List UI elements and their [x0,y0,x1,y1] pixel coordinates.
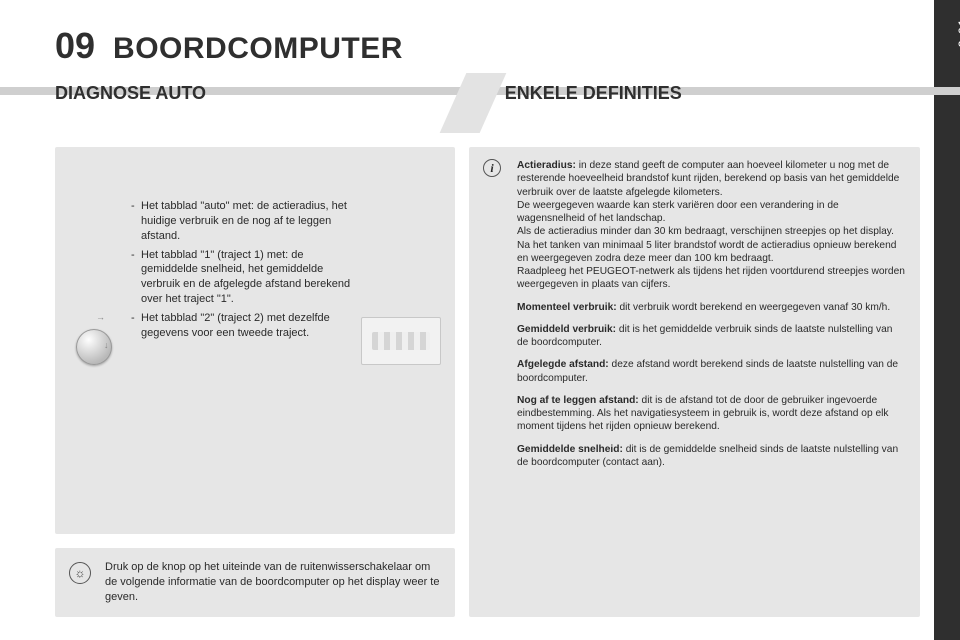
definition-body: De weergegeven waarde kan sterk variëren… [517,200,839,224]
band-divider [440,73,507,133]
definitions-panel: i Actieradius: in deze stand geeft de co… [469,147,920,617]
definition-term: Nog af te leggen afstand: [517,395,639,406]
definition-item: Actieradius: in deze stand geeft de comp… [517,159,906,292]
tab-item: Het tabblad "1" (traject 1) met: de gemi… [129,248,351,307]
manual-page: 9.61 09 BOORDCOMPUTER DIAGNOSE AUTO ENKE… [0,0,960,640]
definition-term: Gemiddeld verbruik: [517,324,616,335]
heading-left: DIAGNOSE AUTO [55,83,206,104]
info-icon: i [483,159,501,177]
tip-panel: ☼ Druk op de knop op het uiteinde van de… [55,548,455,617]
definition-body: Als de actieradius minder dan 30 km bedr… [517,226,896,264]
page-header: 09 BOORDCOMPUTER [55,25,920,67]
tab-item: Het tabblad "2" (traject 2) met dezelfde… [129,311,351,341]
sun-icon: ☼ [69,562,91,584]
knob-arrows-icon [86,319,122,337]
knob-illustration [69,159,119,522]
definition-item: Nog af te leggen afstand: dit is de afst… [517,394,906,434]
definition-body: dit verbruik wordt berekend en weergegev… [617,302,891,313]
heading-right: ENKELE DEFINITIES [505,83,682,104]
definition-item: Afgelegde afstand: deze afstand wordt be… [517,358,906,385]
definition-body: Raadpleeg het PEUGEOT-netwerk als tijden… [517,266,905,290]
side-tab [934,0,960,640]
info-icon-column: i [483,159,505,605]
left-column: Het tabblad "auto" met: de actieradius, … [55,147,455,617]
tip-text: Druk op de knop op het uiteinde van de r… [105,560,441,605]
definition-item: Momenteel verbruik: dit verbruik wordt b… [517,301,906,314]
right-column: i Actieradius: in deze stand geeft de co… [469,147,920,617]
content-columns: Het tabblad "auto" met: de actieradius, … [55,147,920,617]
dashboard-thumbnail-icon [361,317,441,365]
tab-item: Het tabblad "auto" met: de actieradius, … [129,199,351,244]
tabs-list: Het tabblad "auto" met: de actieradius, … [129,159,351,522]
page-title: BOORDCOMPUTER [113,32,403,66]
section-band: DIAGNOSE AUTO ENKELE DEFINITIES [55,73,920,133]
side-page-number: 9.61 [955,18,960,47]
definition-item: Gemiddelde snelheid: dit is de gemiddeld… [517,443,906,470]
chapter-number: 09 [55,25,95,67]
definitions-list: Actieradius: in deze stand geeft de comp… [517,159,906,605]
definition-term: Momenteel verbruik: [517,302,617,313]
definition-item: Gemiddeld verbruik: dit is het gemiddeld… [517,323,906,350]
tabs-panel: Het tabblad "auto" met: de actieradius, … [55,147,455,534]
definition-term: Actieradius: [517,160,576,171]
definition-term: Gemiddelde snelheid: [517,444,623,455]
definition-term: Afgelegde afstand: [517,359,609,370]
